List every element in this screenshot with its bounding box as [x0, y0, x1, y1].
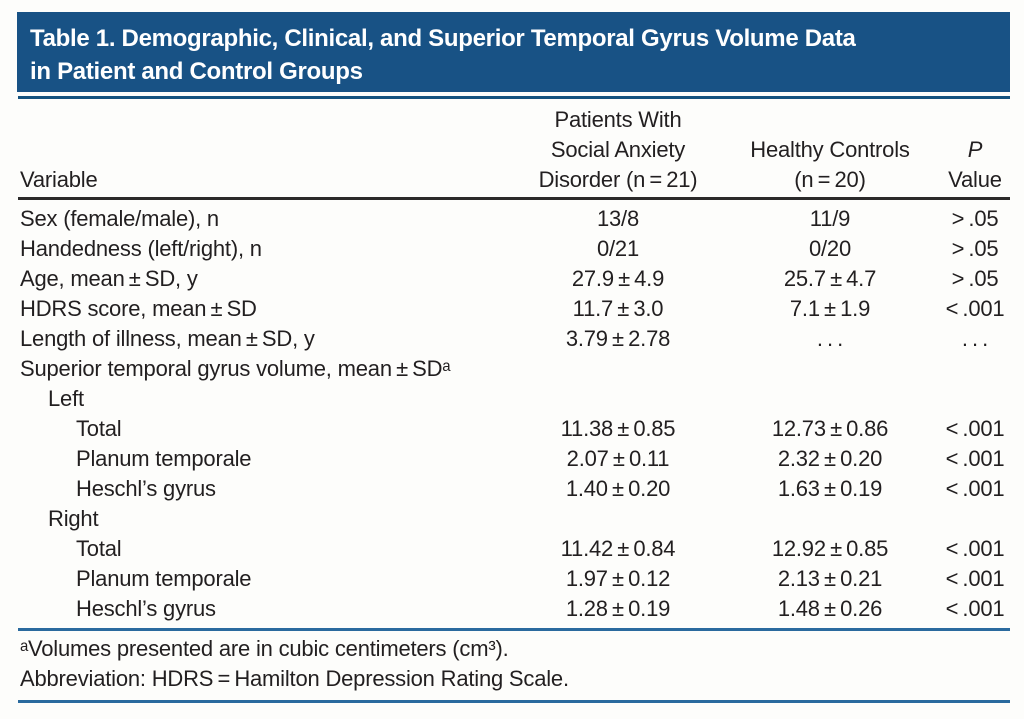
- table-row: Total 11.42 ± 0.84 12.92 ± 0.85 < .001: [18, 534, 1010, 564]
- table-row: Planum temporale 1.97 ± 0.12 2.13 ± 0.21…: [18, 564, 1010, 594]
- row-label: Planum temporale: [76, 566, 252, 591]
- table-row: Handedness (left/right), n 0/21 0/20 > .…: [18, 234, 1010, 264]
- table-row: Superior temporal gyrus volume, mean ± S…: [18, 354, 1010, 384]
- controls-value: 2.13 ± 0.21: [777, 566, 883, 591]
- table-row: Heschl’s gyrus 1.40 ± 0.20 1.63 ± 0.19 <…: [18, 474, 1010, 504]
- p-value: < .001: [945, 416, 1005, 441]
- row-label: Superior temporal gyrus volume, mean ± S…: [20, 356, 451, 381]
- table-row: Planum temporale 2.07 ± 0.11 2.32 ± 0.20…: [18, 444, 1010, 474]
- patients-value: 1.28 ± 0.19: [565, 596, 671, 621]
- patients-value: 11.42 ± 0.84: [560, 536, 676, 561]
- row-label: Heschl’s gyrus: [76, 476, 216, 501]
- row-label: Age, mean ± SD, y: [20, 266, 198, 291]
- controls-value: 12.92 ± 0.85: [771, 536, 889, 561]
- patients-value: 27.9 ± 4.9: [571, 266, 665, 291]
- p-value: < .001: [945, 566, 1005, 591]
- row-label: Total: [76, 536, 122, 561]
- controls-value: 11/9: [809, 206, 851, 231]
- column-header-patients-line-1: Patients With: [554, 107, 682, 132]
- table-title-bar: Table 1. Demographic, Clinical, and Supe…: [17, 12, 1010, 92]
- column-headers: Variable Patients With Social Anxiety Di…: [18, 100, 1010, 197]
- patients-value: 13/8: [596, 206, 640, 231]
- p-value: > .05: [951, 206, 999, 231]
- p-value: > .05: [951, 236, 999, 261]
- row-label: HDRS score, mean ± SD: [20, 296, 257, 321]
- footnote-abbreviation: Abbreviation: HDRS = Hamilton Depression…: [20, 666, 569, 691]
- p-value: < .001: [945, 296, 1005, 321]
- p-value: < .001: [945, 476, 1005, 501]
- table-row: Age, mean ± SD, y 27.9 ± 4.9 25.7 ± 4.7 …: [18, 264, 1010, 294]
- table-row: Left: [18, 384, 1010, 414]
- table-row: Length of illness, mean ± SD, y 3.79 ± 2…: [18, 324, 1010, 354]
- column-header-patients-line-3: Disorder (n = 21): [538, 167, 698, 192]
- column-header-pvalue-line-2: Value: [948, 167, 1002, 192]
- row-label: Planum temporale: [76, 446, 252, 471]
- footnotes: ᵃVolumes presented are in cubic centimet…: [18, 634, 1010, 694]
- controls-value: 12.73 ± 0.86: [771, 416, 889, 441]
- controls-value: . . .: [816, 326, 844, 351]
- row-label: Length of illness, mean ± SD, y: [20, 326, 315, 351]
- table-row: Heschl’s gyrus 1.28 ± 0.19 1.48 ± 0.26 <…: [18, 594, 1010, 624]
- patients-value: 11.38 ± 0.85: [560, 416, 676, 441]
- row-label: Sex (female/male), n: [20, 206, 219, 231]
- column-header-controls-line-2: (n = 20): [794, 167, 866, 192]
- controls-value: 1.48 ± 0.26: [777, 596, 883, 621]
- p-value: . . .: [961, 326, 989, 351]
- row-label: Handedness (left/right), n: [20, 236, 262, 261]
- controls-value: 1.63 ± 0.19: [777, 476, 883, 501]
- rule-below-column-headers: [18, 197, 1010, 200]
- column-header-pvalue-line-1: P: [967, 137, 983, 162]
- column-header-controls-line-1: Healthy Controls: [750, 137, 910, 162]
- row-label: Heschl’s gyrus: [76, 596, 216, 621]
- column-header-patients: Patients With Social Anxiety Disorder (n…: [516, 105, 720, 197]
- p-value: < .001: [945, 536, 1005, 561]
- table-body: Sex (female/male), n 13/8 11/9 > .05 Han…: [18, 204, 1010, 624]
- patients-value: 0/21: [596, 236, 640, 261]
- controls-value: 2.32 ± 0.20: [777, 446, 883, 471]
- table-row: Right: [18, 504, 1010, 534]
- table-title-line-2: in Patient and Control Groups: [30, 58, 363, 85]
- column-header-variable-label: Variable: [20, 167, 98, 192]
- table-row: Sex (female/male), n 13/8 11/9 > .05: [18, 204, 1010, 234]
- row-label: Right: [48, 506, 99, 531]
- table-row: Total 11.38 ± 0.85 12.73 ± 0.86 < .001: [18, 414, 1010, 444]
- controls-value: 7.1 ± 1.9: [789, 296, 871, 321]
- table-row: HDRS score, mean ± SD 11.7 ± 3.0 7.1 ± 1…: [18, 294, 1010, 324]
- bottom-rule: [18, 700, 1010, 703]
- p-value: > .05: [951, 266, 999, 291]
- patients-value: 2.07 ± 0.11: [566, 446, 670, 471]
- row-label: Total: [76, 416, 122, 441]
- controls-value: 0/20: [808, 236, 852, 261]
- table-title-line-1: Table 1. Demographic, Clinical, and Supe…: [30, 25, 856, 52]
- controls-value: 25.7 ± 4.7: [783, 266, 877, 291]
- patients-value: 3.79 ± 2.78: [565, 326, 671, 351]
- rule-below-title: [18, 96, 1010, 99]
- column-header-patients-line-2: Social Anxiety: [550, 137, 686, 162]
- row-label: Left: [48, 386, 84, 411]
- column-header-variable: Variable: [18, 165, 516, 197]
- footnote-volumes: ᵃVolumes presented are in cubic centimet…: [20, 636, 509, 661]
- p-value: < .001: [945, 596, 1005, 621]
- patients-value: 1.97 ± 0.12: [565, 566, 671, 591]
- patients-value: 1.40 ± 0.20: [565, 476, 671, 501]
- column-header-controls: Healthy Controls (n = 20): [720, 135, 940, 197]
- p-value: < .001: [945, 446, 1005, 471]
- column-header-pvalue: P Value: [940, 135, 1010, 197]
- rule-above-footnotes: [18, 628, 1010, 631]
- patients-value: 11.7 ± 3.0: [572, 296, 664, 321]
